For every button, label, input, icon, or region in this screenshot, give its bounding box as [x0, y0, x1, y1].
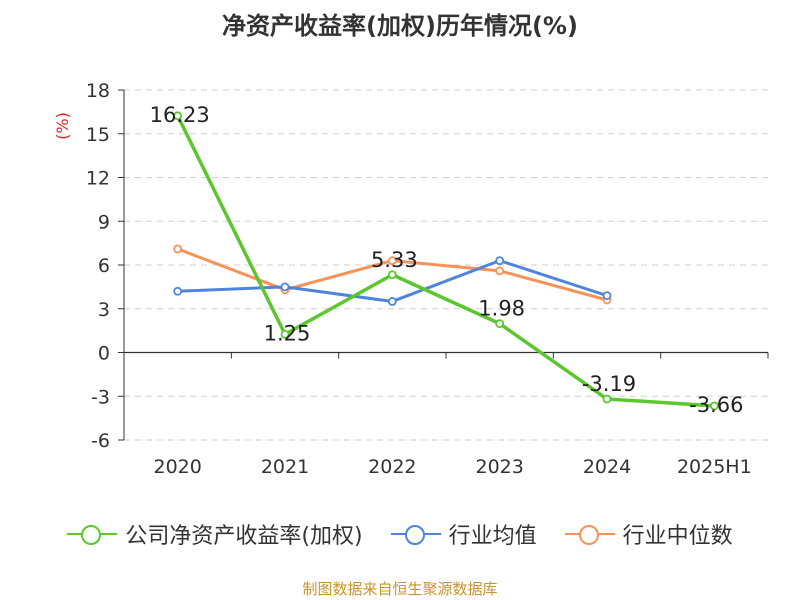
x-tick-label: 2021 [261, 456, 309, 478]
legend-marker-icon [390, 523, 441, 545]
y-tick-label: 9 [98, 211, 110, 233]
legend-marker-icon [564, 523, 615, 545]
series-line [176, 115, 715, 408]
y-tick-label: -6 [91, 430, 110, 452]
y-tick-label: 15 [86, 124, 110, 146]
x-tick-label: 2025H1 [677, 456, 752, 478]
data-point [173, 244, 183, 254]
data-labels: 16.23 1.25 5.33 1.98 -3.19 -3.66 [150, 103, 744, 417]
y-axis-label: (%) [53, 112, 72, 140]
data-label: 1.98 [478, 297, 525, 321]
data-point [709, 401, 719, 411]
data-point [495, 256, 505, 266]
data-label: 5.33 [371, 248, 418, 272]
y-tick-label: 0 [98, 343, 110, 365]
data-point [387, 256, 397, 266]
y-tick-label: -3 [91, 386, 110, 408]
legend: 公司净资产收益率(加权) 行业均值 行业中位数 [0, 518, 800, 550]
x-tick-label: 2020 [153, 456, 201, 478]
x-tick-label: 2024 [583, 456, 631, 478]
legend-marker-icon [67, 523, 118, 545]
series-lines [173, 111, 719, 411]
chart-title: 净资产收益率(加权)历年情况(%) [222, 12, 578, 40]
source-note: 制图数据来自恒生聚源数据库 [302, 580, 498, 598]
x-tick-label: 2023 [475, 456, 523, 478]
y-tick-label: 18 [86, 80, 110, 102]
data-point [387, 297, 397, 306]
data-point [602, 394, 612, 404]
y-tick-label: 3 [98, 299, 110, 321]
legend-item[interactable]: 行业均值 [390, 518, 537, 550]
data-label: -3.66 [689, 393, 743, 417]
legend-label: 公司净资产收益率(加权) [125, 524, 363, 549]
y-tick-label: 12 [86, 168, 110, 190]
data-point [495, 319, 505, 329]
y-tick-label: 6 [98, 255, 110, 277]
data-point [173, 286, 183, 296]
legend-label: 行业中位数 [622, 524, 733, 549]
data-label: 1.25 [264, 321, 311, 345]
legend-item[interactable]: 公司净资产收益率(加权) [67, 518, 363, 550]
x-tick-label: 2022 [368, 456, 416, 478]
data-point [280, 329, 290, 339]
data-point [495, 266, 505, 276]
legend-label: 行业均值 [448, 524, 537, 549]
data-label: 16.23 [150, 103, 210, 127]
data-point [602, 291, 612, 301]
data-point [387, 270, 397, 280]
axes: -6 -3 0 3 6 9 12 15 18 2020 2021 2022 2023 2024 2025H1 [86, 80, 769, 478]
data-point [173, 111, 183, 121]
legend-item[interactable]: 行业中位数 [564, 518, 733, 550]
data-point [280, 282, 290, 292]
data-label: -3.19 [582, 372, 636, 396]
